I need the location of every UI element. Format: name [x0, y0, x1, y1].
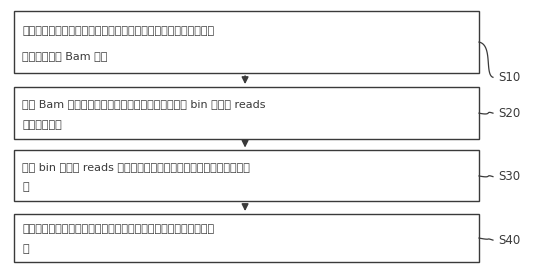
Text: 根据染色体不稳定性的评分对待测血浆样本的染色体稳定性进行评: 根据染色体不稳定性的评分对待测血浆样本的染色体稳定性进行评 [22, 224, 214, 234]
Text: 根据 bin 水平的 reads 数量对待测血浆样本的染色体不稳定性进行评: 根据 bin 水平的 reads 数量对待测血浆样本的染色体不稳定性进行评 [22, 162, 250, 172]
Text: 分: 分 [22, 182, 29, 192]
FancyBboxPatch shape [14, 150, 479, 201]
Text: S20: S20 [499, 107, 521, 120]
Text: 根据 Bam 文件分别对待测血浆样本和基准血浆样本 bin 水平的 reads: 根据 Bam 文件分别对待测血浆样本和基准血浆样本 bin 水平的 reads [22, 99, 266, 109]
Text: 处理操作得到 Bam 文件: 处理操作得到 Bam 文件 [22, 51, 108, 61]
FancyBboxPatch shape [14, 87, 479, 139]
Text: S40: S40 [499, 233, 521, 247]
FancyBboxPatch shape [14, 11, 479, 73]
Text: S30: S30 [499, 170, 521, 183]
Text: 估: 估 [22, 244, 29, 254]
FancyBboxPatch shape [14, 214, 479, 262]
Text: S10: S10 [499, 71, 521, 84]
Text: 数量进行统计: 数量进行统计 [22, 120, 62, 130]
Text: 分别对待测血浆样本和选定的基准血浆样本进行捕获测序并进行预: 分别对待测血浆样本和选定的基准血浆样本进行捕获测序并进行预 [22, 26, 214, 36]
